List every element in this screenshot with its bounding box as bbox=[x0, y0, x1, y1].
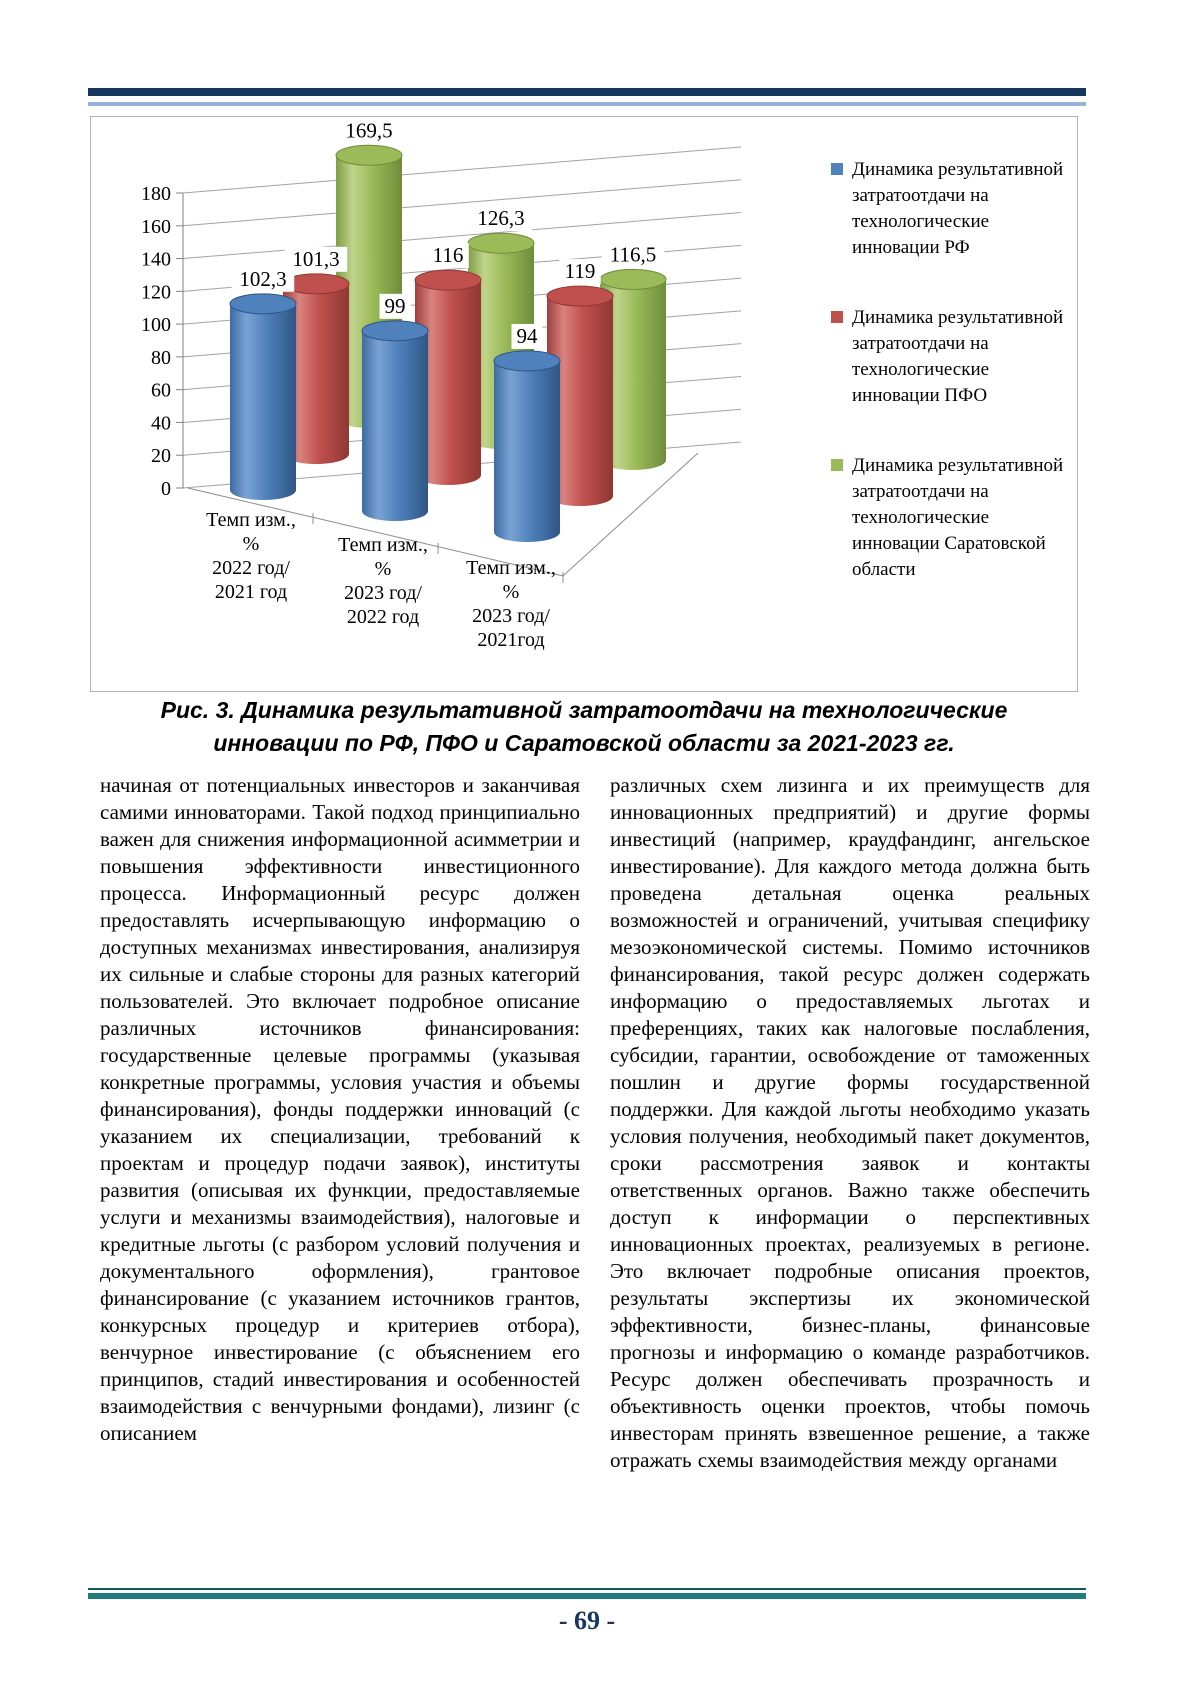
figure-frame: 0 20 40 60 80 100 120 140 160 180 169,5 126,3 101,3 1… bbox=[90, 116, 1078, 692]
legend-marker-icon bbox=[831, 459, 843, 471]
y-tick-label: 0 bbox=[161, 478, 171, 500]
figure-caption-line1: Рис. 3. Динамика результативной затратоо… bbox=[160, 697, 1008, 723]
y-tick-label: 80 bbox=[151, 347, 171, 369]
figure-caption-line2: инновации по РФ, ПФО и Саратовской облас… bbox=[213, 730, 955, 756]
data-label: 116,5 bbox=[610, 242, 656, 266]
category-label: Темп изм.,% 2022 год/2021 год bbox=[206, 509, 296, 603]
data-label-bg bbox=[559, 259, 601, 285]
header-rule-navy bbox=[88, 88, 1086, 96]
page-number: - 69 - bbox=[558, 1606, 616, 1635]
legend-marker-icon bbox=[831, 163, 843, 175]
legend-label: Динамика результативной затратоотдачи на… bbox=[852, 159, 1064, 258]
footer-rule-thin bbox=[88, 1588, 1086, 1590]
body-column-left: начиная от потенциальных инвесторов и за… bbox=[100, 773, 580, 1445]
category-label: Темп изм.,% 2023 год/2022 год bbox=[338, 534, 428, 628]
data-label-bg bbox=[511, 323, 543, 349]
y-tick-label: 180 bbox=[141, 183, 171, 205]
legend-item: Динамика результативной затратоотдачи на… bbox=[831, 305, 1069, 409]
data-label: 101,3 bbox=[292, 247, 339, 271]
header-rule-steel bbox=[88, 102, 1086, 106]
cylinder-series0-group1 bbox=[361, 320, 429, 521]
data-label-bg bbox=[231, 266, 295, 292]
data-label: 102,3 bbox=[239, 267, 286, 291]
footer-rule-thick bbox=[88, 1593, 1086, 1599]
grid-line bbox=[182, 146, 742, 194]
y-tick-label: 20 bbox=[151, 445, 171, 467]
data-label: 119 bbox=[565, 259, 596, 283]
y-tick-label: 140 bbox=[141, 249, 171, 271]
y-tick-label: 60 bbox=[151, 380, 171, 402]
legend-item: Динамика результативной затратоотдачи на… bbox=[831, 453, 1069, 583]
cylinder-series0-group2 bbox=[493, 350, 561, 542]
category-label: Темп изм.,% 2023 год/2021год bbox=[466, 557, 556, 651]
body-column-right: различных схем лизинга и их преимуществ … bbox=[610, 773, 1090, 1472]
legend-marker-icon bbox=[831, 311, 843, 323]
legend-item: Динамика результативной затратоотдачи на… bbox=[831, 157, 1069, 261]
y-tick-label: 120 bbox=[141, 281, 171, 303]
y-tick-label: 160 bbox=[141, 216, 171, 238]
grid-line bbox=[182, 212, 742, 260]
chart-legend: Динамика результативной затратоотдачи на… bbox=[831, 157, 1069, 583]
data-label: 126,3 bbox=[477, 206, 524, 230]
grid-line bbox=[182, 179, 742, 227]
data-label-bg bbox=[337, 119, 401, 144]
data-label-bg bbox=[284, 246, 348, 272]
data-label-bg bbox=[469, 206, 533, 232]
y-tick-label: 100 bbox=[141, 314, 171, 336]
data-label: 94 bbox=[517, 324, 539, 348]
data-label-bg bbox=[601, 242, 665, 268]
y-tick-label: 40 bbox=[151, 412, 171, 434]
figure-caption: Рис. 3. Динамика результативной затратоо… bbox=[90, 694, 1078, 760]
cylinder-series0-group0 bbox=[229, 293, 297, 500]
data-label-bg bbox=[379, 293, 411, 319]
data-label: 99 bbox=[385, 294, 406, 318]
legend-label: Динамика результативной затратоотдачи на… bbox=[852, 455, 1064, 580]
data-label: 169,5 bbox=[345, 119, 392, 142]
data-label-bg bbox=[427, 243, 469, 269]
data-label: 116 bbox=[433, 243, 464, 267]
legend-label: Динамика результативной затратоотдачи на… bbox=[852, 307, 1064, 406]
